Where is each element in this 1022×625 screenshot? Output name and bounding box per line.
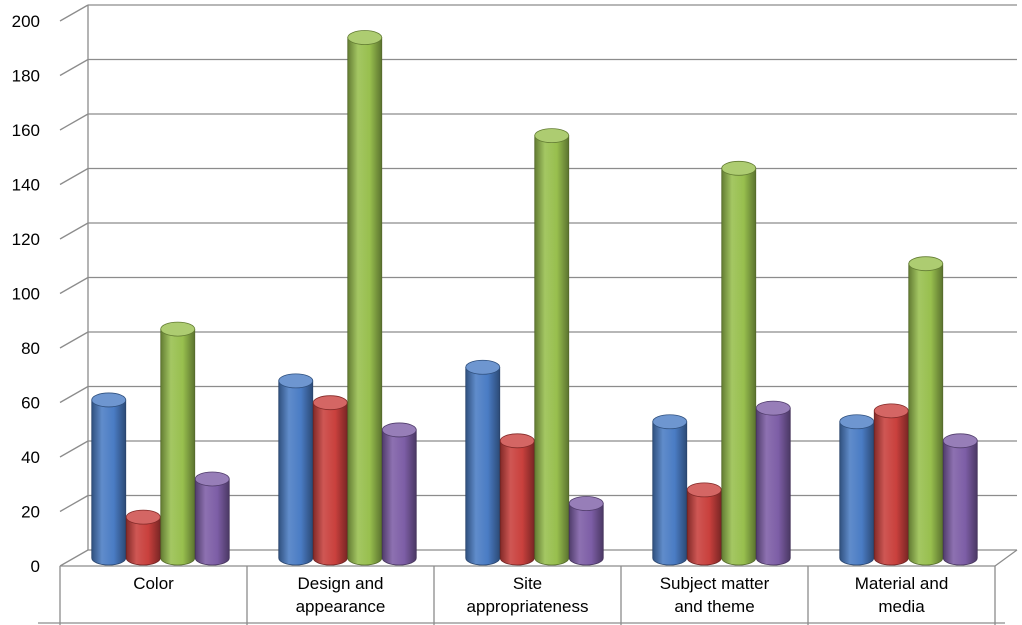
bar (91, 392, 127, 566)
gridline-side (59, 549, 89, 567)
x-tick-label: Site (513, 574, 542, 593)
y-tick-label: 160 (12, 121, 40, 140)
bar (465, 359, 501, 566)
bar (160, 321, 196, 566)
x-tick-label: media (878, 597, 925, 616)
y-tick-label: 60 (21, 394, 40, 413)
bar (194, 471, 230, 566)
gridline-side (59, 276, 89, 295)
x-tick-label: Subject matter (660, 574, 770, 593)
bar (839, 414, 875, 566)
bar (278, 373, 314, 566)
gridline-side (59, 167, 89, 186)
bar (534, 128, 570, 566)
bar (908, 256, 944, 566)
y-tick-label: 100 (12, 285, 40, 304)
x-tick-label: appearance (296, 597, 386, 616)
bar (942, 433, 978, 566)
y-tick-label: 120 (12, 230, 40, 249)
y-axis: 0 20 40 60 80 100 120 140 160 180 200 (12, 12, 40, 576)
bar (312, 395, 348, 566)
x-tick-label: Material and (855, 574, 949, 593)
y-tick-label: 80 (21, 339, 40, 358)
y-tick-label: 20 (21, 503, 40, 522)
bar (721, 160, 757, 566)
y-tick-label: 200 (12, 12, 40, 31)
gridline-side (59, 222, 89, 240)
category-table: Color Design and appearance Site appropriate… (38, 566, 1005, 625)
bar (125, 509, 161, 566)
bar (652, 414, 688, 566)
gridline-side (59, 4, 89, 22)
bar (381, 422, 417, 566)
bar (347, 30, 383, 566)
gridline-side (59, 331, 89, 349)
y-tick-label: 0 (31, 557, 40, 576)
bar (499, 433, 535, 566)
bars (91, 30, 978, 566)
x-tick-label: appropriateness (467, 597, 589, 616)
y-tick-label: 40 (21, 448, 40, 467)
gridline-side (59, 113, 89, 131)
bar (568, 496, 604, 566)
x-tick-label: Color (133, 574, 174, 593)
y-tick-label: 180 (12, 67, 40, 86)
bar (873, 403, 909, 566)
bar (755, 400, 791, 566)
gridline-side (59, 58, 89, 77)
chart-floor (60, 549, 1018, 567)
bar (686, 482, 722, 566)
gridline-side (59, 494, 89, 513)
floor-right-edge (994, 549, 1018, 567)
gridline-side (59, 440, 89, 458)
x-tick-label: and theme (674, 597, 754, 616)
gridline-side (59, 385, 89, 404)
x-tick-label: Design and (297, 574, 383, 593)
y-tick-label: 140 (12, 176, 40, 195)
